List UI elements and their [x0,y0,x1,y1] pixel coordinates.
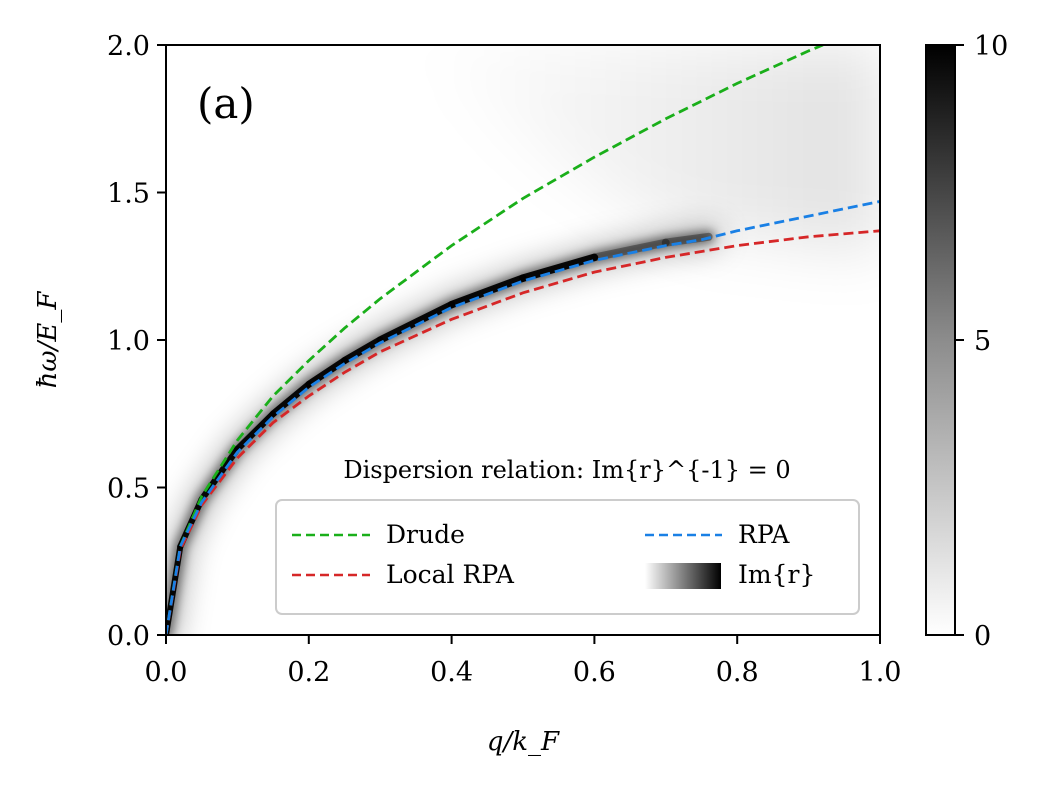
x-tick-label: 0.0 [145,657,188,688]
heatmap-ridge-segment [661,232,713,247]
x-tick-label: 1.0 [859,657,902,688]
series-line-drude [166,45,824,635]
heatmap-ridge-segment [376,300,456,344]
heatmap-ridge-segment [447,274,527,309]
colorbar-gradient [925,44,956,636]
heatmap-ridge-segment [166,543,184,635]
colorbar-tick-label: 0 [974,621,991,652]
colorbar-ticks: 0 5 10 [955,31,1008,652]
legend-label-im-r: Im{r} [738,560,815,589]
y-tick-label: 1.5 [107,179,150,210]
x-tick-label: 0.2 [287,657,330,688]
x-tick-label: 0.4 [430,657,473,688]
heatmap-ridge-segment [519,253,599,282]
y-tick-label: 0.5 [107,474,150,505]
legend-label-local-rpa: Local RPA [386,560,515,589]
y-tick-label: 0.0 [107,621,150,652]
y-axis-ticks: 0.0 0.5 1.0 1.5 2.0 [107,31,166,652]
x-axis-ticks: 0.0 0.2 0.4 0.6 0.8 1.0 [145,635,902,688]
heatmap-ridge-segment [340,336,384,365]
series-lines [166,45,880,635]
legend: Dispersion relation: Im{r}^{-1} = 0 Drud… [275,456,860,615]
y-tick-label: 2.0 [107,31,150,62]
legend-title: Dispersion relation: Im{r}^{-1} = 0 [343,456,790,484]
legend-box [275,499,860,615]
heatmap-ridge-segment [590,238,670,262]
x-tick-label: 0.8 [716,657,759,688]
legend-label-drude: Drude [386,520,465,549]
heatmap-haze [415,45,880,252]
y-tick-label: 1.0 [107,326,150,357]
legend-label-rpa: RPA [738,520,790,549]
panel-label: (a) [197,79,255,128]
heatmap-im-r [166,45,880,635]
colorbar-tick-label: 10 [974,31,1008,62]
y-axis-label: ħω/E_F [33,291,63,389]
colorbar-tick-label: 5 [974,326,991,357]
colorbar: 0 5 10 [925,31,1008,652]
x-axis-label: q/k_F [487,727,560,757]
series-line-rpa [166,200,880,635]
heatmap-ridge-segment [234,410,277,453]
x-tick-label: 0.6 [573,657,616,688]
heatmap-ridge-segment [305,357,348,388]
heatmap-ridge-segment [269,380,313,418]
heatmap-ridge-segment [198,445,241,503]
legend-swatch-im-r [645,563,721,589]
series-line-local-rpa [166,229,880,635]
